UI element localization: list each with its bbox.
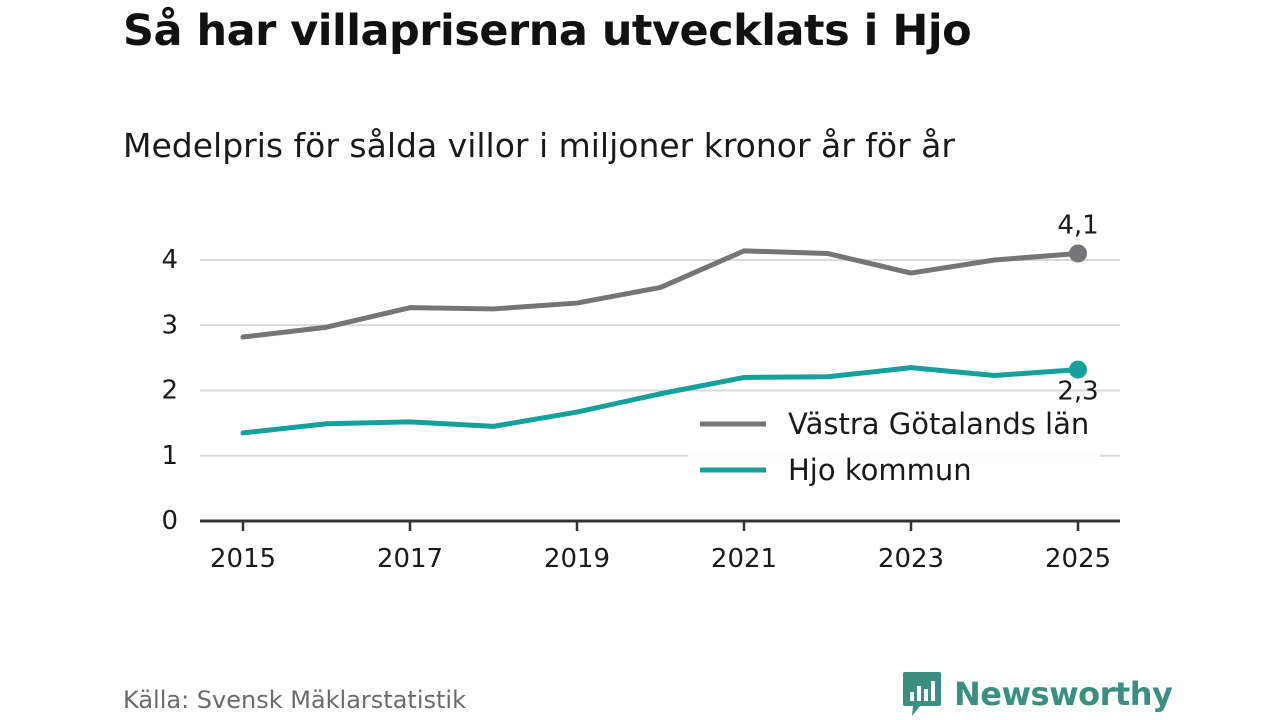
x-tick-label: 2023 bbox=[878, 544, 944, 574]
chart-subtitle: Medelpris för sålda villor i miljoner kr… bbox=[123, 126, 955, 165]
brand-name: Newsworthy bbox=[954, 675, 1173, 713]
legend: Västra Götalands län Hjo kommun bbox=[688, 402, 1100, 498]
y-axis-ticks: 0 1 2 3 4 bbox=[161, 245, 178, 536]
legend-label: Hjo kommun bbox=[788, 453, 972, 487]
data-label: 4,1 bbox=[1057, 210, 1098, 240]
y-tick-label: 3 bbox=[161, 310, 178, 340]
y-tick-label: 2 bbox=[161, 376, 178, 406]
data-label: 2,3 bbox=[1057, 377, 1098, 407]
x-tick-label: 2019 bbox=[544, 544, 610, 574]
y-tick-label: 4 bbox=[161, 245, 178, 275]
x-axis-ticks: 2015 2017 2019 2021 2023 2025 bbox=[210, 521, 1111, 574]
chart-title: Så har villapriserna utvecklats i Hjo bbox=[123, 6, 972, 56]
legend-box bbox=[688, 402, 1100, 498]
brand-logo[interactable]: Newsworthy bbox=[902, 670, 1173, 718]
x-tick-label: 2017 bbox=[377, 544, 443, 574]
source-note: Källa: Svensk Mäklarstatistik bbox=[123, 686, 466, 714]
series-lines bbox=[240, 244, 1087, 436]
x-tick-label: 2015 bbox=[210, 544, 276, 574]
y-tick-label: 1 bbox=[161, 441, 178, 471]
series-line-0 bbox=[240, 248, 1081, 340]
newsworthy-logo-icon bbox=[903, 672, 941, 716]
y-tick-label: 0 bbox=[161, 506, 178, 536]
x-tick-label: 2021 bbox=[711, 544, 777, 574]
series-end-marker-0 bbox=[1069, 244, 1087, 263]
x-tick-label: 2025 bbox=[1045, 544, 1111, 574]
series-line-1 bbox=[240, 365, 1081, 436]
end-labels: 4,1 2,3 bbox=[1057, 210, 1098, 406]
series-end-marker-1 bbox=[1069, 360, 1087, 379]
legend-label: Västra Götalands län bbox=[788, 407, 1089, 441]
